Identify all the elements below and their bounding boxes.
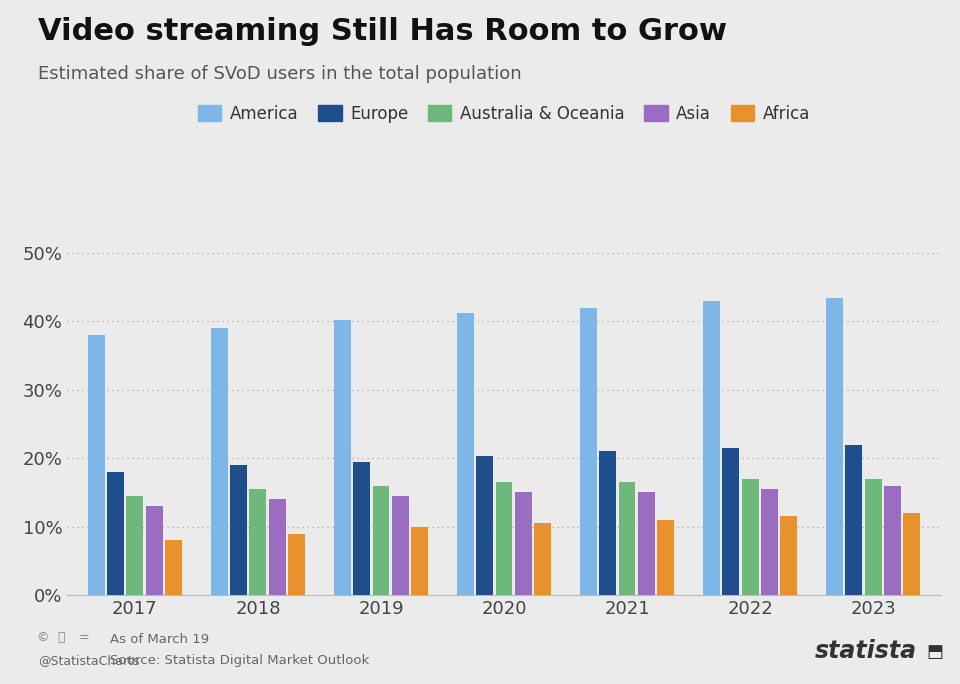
Bar xyxy=(846,445,862,595)
Bar xyxy=(108,472,124,595)
Bar xyxy=(599,451,616,595)
Bar xyxy=(742,479,758,595)
Text: statista: statista xyxy=(815,640,917,663)
Bar xyxy=(580,308,597,595)
Text: Video streaming Still Has Room to Grow: Video streaming Still Has Room to Grow xyxy=(38,17,728,46)
Bar xyxy=(476,456,493,595)
Bar xyxy=(250,489,266,595)
Bar xyxy=(903,513,920,595)
Bar xyxy=(411,527,428,595)
Bar xyxy=(165,540,181,595)
Text: ⓘ: ⓘ xyxy=(58,631,65,644)
Bar xyxy=(334,320,351,595)
Bar xyxy=(865,479,881,595)
Bar xyxy=(372,486,390,595)
Text: ⬒: ⬒ xyxy=(926,644,944,661)
Bar xyxy=(495,482,513,595)
Bar xyxy=(761,489,778,595)
Bar xyxy=(723,448,739,595)
Text: =: = xyxy=(79,631,89,644)
Bar xyxy=(884,486,900,595)
Bar xyxy=(657,520,674,595)
Legend: America, Europe, Australia & Oceania, Asia, Africa: America, Europe, Australia & Oceania, As… xyxy=(191,98,817,130)
Bar xyxy=(704,301,720,595)
Text: Estimated share of SVoD users in the total population: Estimated share of SVoD users in the tot… xyxy=(38,65,522,83)
Bar xyxy=(353,462,371,595)
Bar xyxy=(392,496,409,595)
Bar xyxy=(457,313,474,595)
Bar xyxy=(827,298,843,595)
Bar xyxy=(88,335,105,595)
Text: Source: Statista Digital Market Outlook: Source: Statista Digital Market Outlook xyxy=(110,654,370,667)
Bar xyxy=(211,328,228,595)
Bar xyxy=(618,482,636,595)
Bar xyxy=(534,523,551,595)
Bar xyxy=(230,465,247,595)
Bar xyxy=(146,506,162,595)
Bar xyxy=(269,499,285,595)
Bar xyxy=(288,534,304,595)
Bar xyxy=(780,516,797,595)
Text: @StatistaCharts: @StatistaCharts xyxy=(38,654,140,667)
Bar xyxy=(127,496,143,595)
Text: ©: © xyxy=(36,631,49,644)
Bar xyxy=(515,492,532,595)
Text: As of March 19: As of March 19 xyxy=(110,633,209,646)
Bar xyxy=(637,492,655,595)
